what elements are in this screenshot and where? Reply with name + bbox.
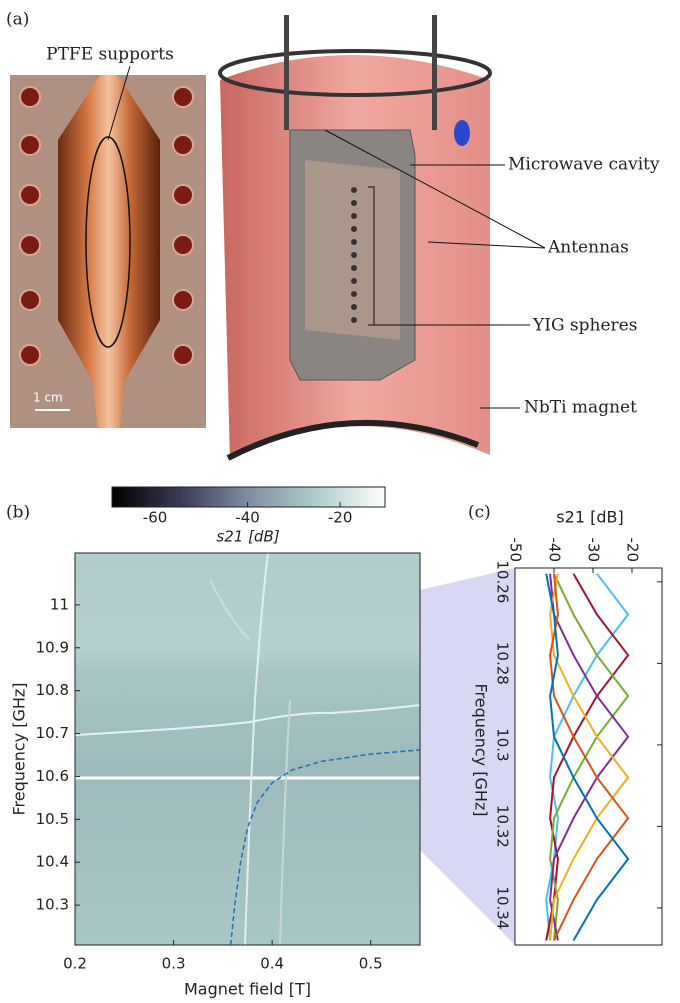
- colorbar-tick-label: -40: [235, 509, 260, 527]
- panel-label: (a): [6, 10, 29, 30]
- y-axis-label: Frequency [GHz]: [10, 682, 29, 815]
- scale-label: 1 cm: [33, 391, 63, 405]
- heatmap-features: [74, 552, 421, 946]
- line-frame: [514, 567, 663, 946]
- colorbar-label: s21 [dB]: [216, 528, 279, 546]
- y-tick-label: 10.3: [36, 896, 69, 914]
- annotation: NbTi magnet: [524, 398, 637, 418]
- colorbar-tick-label: -20: [328, 509, 353, 527]
- x-tick-label: -50: [507, 538, 525, 563]
- connector: [454, 120, 470, 146]
- cavity-inside: [305, 160, 400, 340]
- y-tick-label: 10.26: [494, 560, 512, 603]
- magnet-rim: [218, 49, 492, 97]
- y-tick-label: 10.7: [36, 724, 69, 742]
- x-tick-label: -30: [584, 538, 602, 563]
- x-tick-label: -20: [623, 538, 641, 563]
- leaders: [324, 129, 546, 409]
- annotation: YIG spheres: [532, 316, 637, 336]
- x-axis-label: Magnet field [T]: [184, 980, 311, 999]
- y-tick-label: 10.3: [494, 728, 512, 761]
- y-tick-label: 10.32: [494, 805, 512, 848]
- y-tick-label: 10.4: [36, 853, 69, 871]
- zoom-wedge: [420, 568, 515, 945]
- magnet-bottom: [226, 419, 480, 461]
- x-tick-label: 0.2: [63, 955, 87, 973]
- photo-holes: [19, 86, 194, 366]
- rod: [284, 15, 289, 130]
- y-tick-label: 10.6: [36, 767, 69, 785]
- rod: [432, 15, 437, 130]
- x-axis-label: s21 [dB]: [556, 508, 623, 527]
- y-tick-label: 10.34: [494, 886, 512, 929]
- colorbar: [111, 486, 386, 508]
- x-tick-label: 0.4: [260, 955, 284, 973]
- yig-spheres: [351, 187, 357, 323]
- x-tick-label: 0.5: [359, 955, 383, 973]
- trace: [545, 573, 630, 941]
- photo-cavity: [58, 75, 160, 428]
- trace: [549, 573, 630, 941]
- y-tick-label: 10.9: [36, 638, 69, 656]
- colorbar-tick-label: -60: [143, 509, 168, 527]
- panel-label: (b): [6, 503, 30, 523]
- ellipse-marker: [85, 136, 131, 348]
- y-axis-label: Frequency [GHz]: [472, 683, 491, 816]
- x-tick-label: 0.3: [162, 955, 186, 973]
- y-tick-label: 10.5: [36, 810, 69, 828]
- fit-line: [229, 749, 421, 946]
- y-tick-label: 11: [50, 595, 69, 613]
- annotation: PTFE supports: [46, 45, 174, 65]
- annotation: Antennas: [547, 238, 629, 258]
- y-tick-label: 10.28: [494, 642, 512, 685]
- panel-label: (c): [468, 503, 491, 523]
- annotation: Microwave cavity: [508, 155, 660, 175]
- trace: [549, 573, 630, 941]
- y-tick-label: 10.8: [36, 681, 69, 699]
- leader: [107, 65, 131, 141]
- x-tick-label: -40: [545, 538, 563, 563]
- heatmap-frame: [74, 552, 421, 946]
